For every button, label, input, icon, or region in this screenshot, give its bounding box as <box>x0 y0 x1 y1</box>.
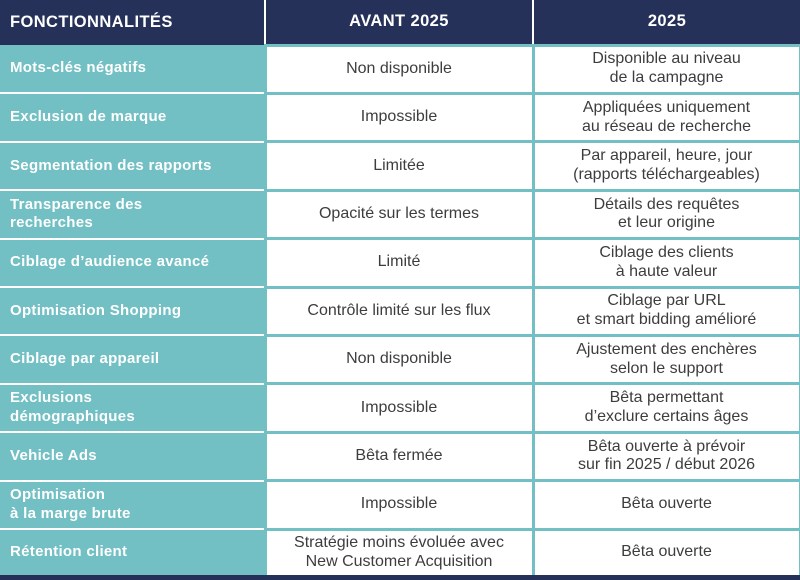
apres-cell: Bêta ouverte <box>531 527 800 580</box>
feature-cell: Vehicle Ads <box>0 432 265 482</box>
column-header-2025: 2025 <box>532 0 800 45</box>
apres-cell: Détails des requêtes et leur origine <box>531 188 800 241</box>
avant-cell: Contrôle limité sur les flux <box>263 285 535 337</box>
apres-cell: Par appareil, heure, jour (rapports télé… <box>531 140 800 192</box>
avant-cell: Opacité sur les termes <box>263 188 535 241</box>
apres-cell: Ajustement des enchères selon le support <box>531 333 800 386</box>
avant-cell: Impossible <box>263 479 535 531</box>
table-row: Transparence des recherches Opacité sur l… <box>0 188 800 241</box>
feature-cell: Exclusion de marque <box>0 93 265 143</box>
feature-cell: Optimisation Shopping <box>0 287 265 337</box>
column-header-fonctionnalites: FONCTIONNALITÉS <box>0 0 265 45</box>
avant-cell: Stratégie moins évoluée avec New Custome… <box>263 527 535 580</box>
table-row: Exclusion de marque Impossible Appliquées … <box>0 91 800 144</box>
feature-cell: Segmentation des rapports <box>0 141 265 192</box>
table-row: Exclusions démographiques Impossible Bêta … <box>0 382 800 434</box>
feature-cell: Optimisation à la marge brute <box>0 480 265 531</box>
table-row: Ciblage d’audience avancé Limité Ciblage d… <box>0 237 800 289</box>
feature-cell: Exclusions démographiques <box>0 383 265 434</box>
table-row: Ciblage par appareil Non disponible Ajuste… <box>0 333 800 386</box>
feature-cell: Rétention client <box>0 529 265 578</box>
avant-cell: Impossible <box>263 91 535 144</box>
feature-cell: Ciblage par appareil <box>0 335 265 385</box>
table-row: Mots-clés négatifs Non disponible Disponib… <box>0 43 800 95</box>
table-row: Rétention client Stratégie moins évoluée … <box>0 527 800 580</box>
avant-cell: Non disponible <box>263 43 535 95</box>
apres-cell: Ciblage par URL et smart bidding amélior… <box>531 285 800 337</box>
apres-cell: Appliquées uniquement au réseau de reche… <box>531 91 800 144</box>
table-row: Optimisation Shopping Contrôle limité sur… <box>0 285 800 337</box>
apres-cell: Disponible au niveau de la campagne <box>531 43 800 95</box>
apres-cell: Bêta permettant d’exclure certains âges <box>531 382 800 434</box>
table-row: Optimisation à la marge brute Impossible B… <box>0 479 800 531</box>
apres-cell: Bêta ouverte <box>531 479 800 531</box>
avant-cell: Non disponible <box>263 333 535 386</box>
table-row: Vehicle Ads Bêta fermée Bêta ouverte à pré… <box>0 430 800 483</box>
column-header-avant-2025: AVANT 2025 <box>264 0 533 45</box>
feature-cell: Transparence des recherches <box>0 190 265 240</box>
header-row: FONCTIONNALITÉS AVANT 2025 2025 <box>0 0 800 45</box>
table-row: Segmentation des rapports Limitée Par appa… <box>0 140 800 192</box>
avant-cell: Limité <box>263 237 535 289</box>
avant-cell: Limitée <box>263 140 535 192</box>
table-header: FONCTIONNALITÉS AVANT 2025 2025 <box>0 0 800 45</box>
avant-cell: Impossible <box>263 382 535 434</box>
apres-cell: Bêta ouverte à prévoir sur fin 2025 / dé… <box>531 430 800 483</box>
table-body: Mots-clés négatifs Non disponible Disponib… <box>0 43 800 580</box>
feature-cell: Ciblage d’audience avancé <box>0 238 265 289</box>
apres-cell: Ciblage des clients à haute valeur <box>531 237 800 289</box>
avant-cell: Bêta fermée <box>263 430 535 483</box>
feature-cell: Mots-clés négatifs <box>0 45 265 95</box>
